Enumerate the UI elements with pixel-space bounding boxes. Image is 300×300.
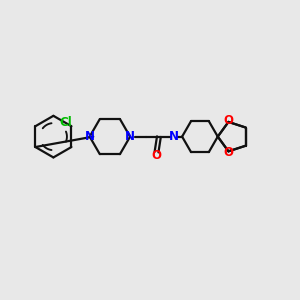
Text: N: N bbox=[125, 130, 135, 143]
Text: O: O bbox=[152, 149, 161, 162]
Text: O: O bbox=[224, 114, 233, 127]
Text: O: O bbox=[224, 146, 233, 159]
Text: N: N bbox=[85, 130, 95, 143]
Text: Cl: Cl bbox=[60, 116, 72, 129]
Text: N: N bbox=[169, 130, 179, 143]
